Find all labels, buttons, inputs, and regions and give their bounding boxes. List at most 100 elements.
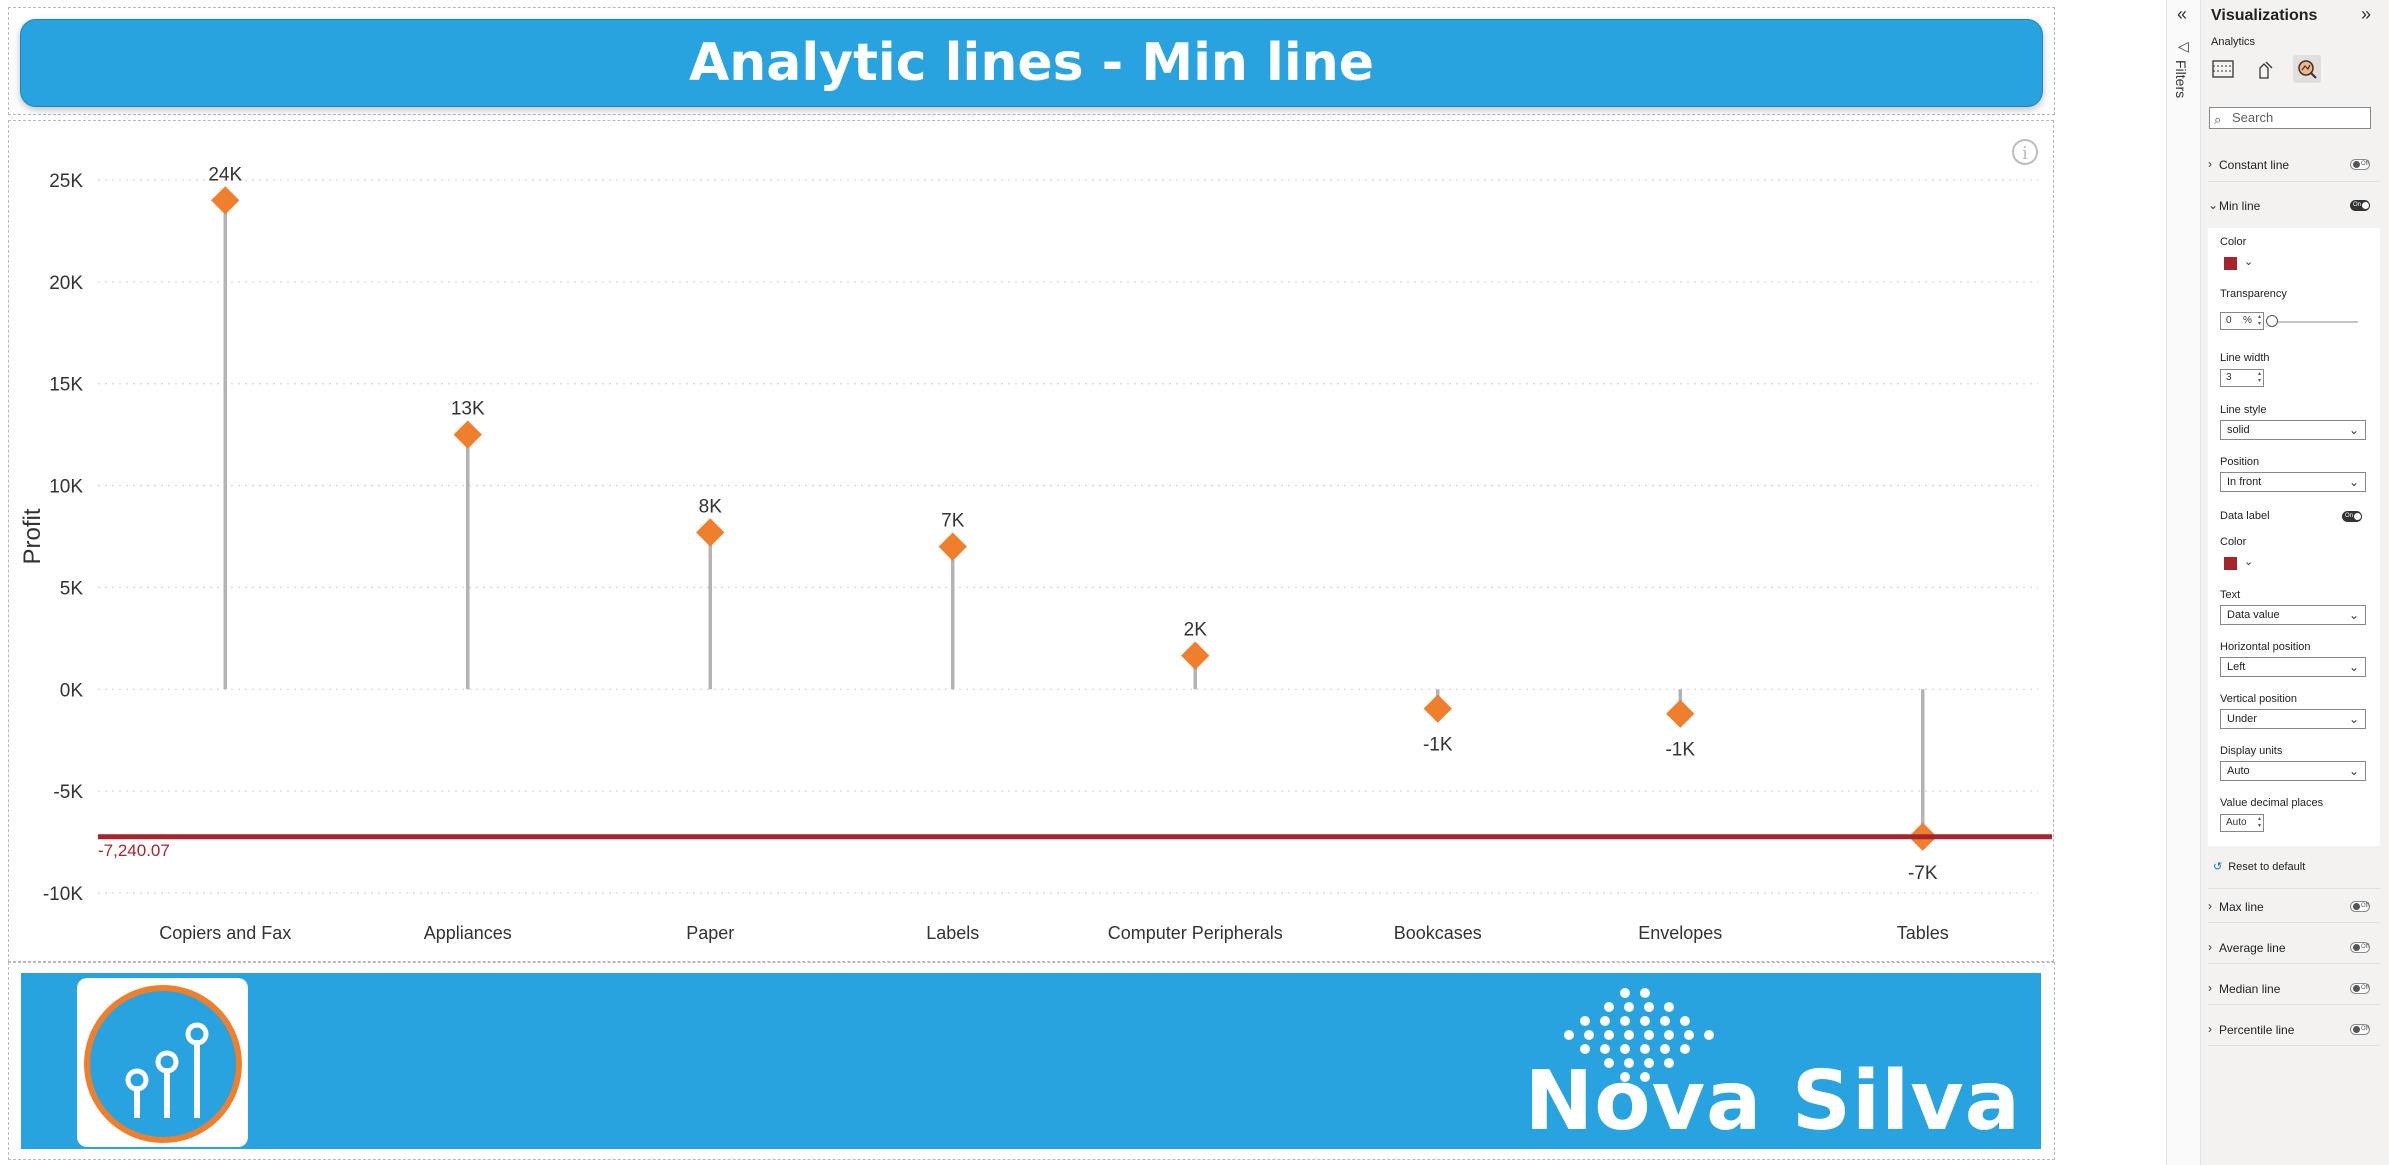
chart-visual-frame[interactable] bbox=[8, 120, 2054, 962]
spinner-icon[interactable]: ▴ ▾ bbox=[2257, 816, 2261, 829]
filters-pane-collapsed[interactable]: « ◁ Filters bbox=[2166, 0, 2201, 1165]
chevron-down-icon: ⌄ bbox=[2348, 764, 2359, 778]
brand-dot bbox=[1644, 1058, 1654, 1068]
data-label: 7K bbox=[941, 511, 965, 532]
average-line-toggle[interactable]: Off bbox=[2350, 942, 2370, 953]
x-tick-label: Labels bbox=[926, 923, 979, 943]
brand-dot bbox=[1684, 1030, 1694, 1040]
section-min-line[interactable]: ⌄ Min line On bbox=[2208, 197, 2378, 217]
y-tick-label: 15K bbox=[49, 375, 83, 396]
transparency-value: 0 bbox=[2226, 315, 2232, 326]
line-style-dropdown[interactable]: solid ⌄ bbox=[2220, 420, 2366, 440]
brand-dot bbox=[1620, 1016, 1630, 1026]
y-tick-label: 25K bbox=[49, 171, 83, 192]
max-line-toggle[interactable]: Off bbox=[2350, 901, 2370, 912]
slider-thumb[interactable] bbox=[2266, 315, 2278, 327]
label-color-picker[interactable]: ⌄ bbox=[2220, 552, 2260, 572]
decimal-places-value: Auto bbox=[2226, 817, 2247, 828]
section-label: Median line bbox=[2219, 982, 2281, 996]
reset-to-default-button[interactable]: ↺ Reset to default bbox=[2213, 860, 2305, 873]
divider bbox=[2208, 922, 2380, 923]
data-label: -1K bbox=[1665, 740, 1695, 761]
brand-dot bbox=[1600, 1044, 1610, 1054]
section-label: Percentile line bbox=[2219, 1023, 2295, 1037]
filters-label[interactable]: Filters bbox=[2173, 60, 2189, 99]
profit-chart[interactable]: 25K 20K 15K 10K 5K 0K -5K -10K Profit 24K Copiers … bbox=[8, 120, 2052, 960]
brand-dot bbox=[1640, 1044, 1650, 1054]
section-label: Constant line bbox=[2219, 158, 2290, 172]
line-color-picker[interactable]: ⌄ bbox=[2220, 252, 2260, 272]
brand-dot bbox=[1624, 1058, 1634, 1068]
brand-dot bbox=[1604, 1058, 1614, 1068]
vertical-position-dropdown[interactable]: Under ⌄ bbox=[2220, 709, 2366, 729]
text-dropdown[interactable]: Data value ⌄ bbox=[2220, 605, 2366, 625]
chevron-down-icon: ⌄ bbox=[2348, 608, 2359, 622]
chevron-down-icon: ⌄ bbox=[2348, 660, 2359, 674]
search-placeholder: Search bbox=[2232, 110, 2274, 125]
line-width-input[interactable]: 3 ▴ ▾ bbox=[2220, 369, 2264, 387]
brand-dot bbox=[1664, 1002, 1674, 1012]
reset-label: Reset to default bbox=[2228, 861, 2306, 873]
data-label: 13K bbox=[451, 399, 485, 420]
chart-svg: 25K 20K 15K 10K 5K 0K -5K -10K Profit 24K Copiers … bbox=[19, 164, 2052, 943]
toggle-text: Off bbox=[2361, 903, 2369, 909]
constant-line-toggle[interactable]: Off bbox=[2350, 159, 2370, 170]
transparency-slider[interactable] bbox=[2266, 315, 2358, 327]
brand-dot bbox=[1620, 1072, 1630, 1082]
data-label: 8K bbox=[699, 496, 723, 517]
x-tick-label: Paper bbox=[686, 923, 734, 943]
y-tick-label: 5K bbox=[60, 578, 84, 599]
chevron-down-icon: ⌄ bbox=[2348, 712, 2359, 726]
chevron-down-icon: ⌄ bbox=[2348, 423, 2359, 437]
expand-filters-icon[interactable]: « bbox=[2177, 4, 2188, 24]
data-label: 24K bbox=[208, 164, 242, 185]
section-average-line[interactable]: › Average line Off bbox=[2208, 939, 2378, 959]
brand-dot bbox=[1564, 1030, 1574, 1040]
data-label-toggle[interactable]: On bbox=[2342, 511, 2362, 522]
horizontal-position-dropdown[interactable]: Left ⌄ bbox=[2220, 657, 2366, 677]
min-line-label: -7,240.07 bbox=[98, 841, 170, 860]
percentile-line-toggle[interactable]: Off bbox=[2350, 1024, 2370, 1035]
chevron-right-icon: › bbox=[2208, 981, 2212, 995]
display-units-label: Display units bbox=[2220, 745, 2283, 757]
y-axis-title: Profit bbox=[19, 508, 46, 564]
toggle-text: Off bbox=[2361, 161, 2369, 167]
median-line-toggle[interactable]: Off bbox=[2350, 983, 2370, 994]
visualizations-title: Visualizations bbox=[2211, 7, 2318, 24]
divider bbox=[2208, 963, 2380, 964]
divider bbox=[2208, 181, 2380, 182]
vertical-position-label: Vertical position bbox=[2220, 693, 2298, 705]
section-label: Average line bbox=[2219, 941, 2286, 955]
section-constant-line[interactable]: › Constant line Off bbox=[2208, 156, 2378, 176]
format-visual-tab-icon[interactable] bbox=[2251, 55, 2279, 83]
display-units-value: Auto bbox=[2227, 765, 2250, 777]
section-max-line[interactable]: › Max line Off bbox=[2208, 898, 2378, 918]
analytics-tab-icon[interactable] bbox=[2293, 55, 2321, 83]
y-tick-label: -10K bbox=[43, 884, 83, 905]
brand-dot bbox=[1660, 1044, 1670, 1054]
toggle-text: Off bbox=[2361, 944, 2369, 950]
display-units-dropdown[interactable]: Auto ⌄ bbox=[2220, 761, 2366, 781]
min-line-toggle[interactable]: On bbox=[2350, 200, 2370, 211]
spinner-icon[interactable]: ▴ ▾ bbox=[2257, 371, 2261, 384]
section-percentile-line[interactable]: › Percentile line Off bbox=[2208, 1021, 2378, 1041]
transparency-input[interactable]: 0 % ▴ ▾ bbox=[2220, 312, 2264, 330]
reset-icon: ↺ bbox=[2213, 861, 2223, 873]
x-tick-label: Copiers and Fax bbox=[159, 923, 291, 943]
position-dropdown[interactable]: In front ⌄ bbox=[2220, 472, 2366, 492]
search-input[interactable]: ⌕ Search bbox=[2209, 107, 2371, 129]
x-tick-label: Bookcases bbox=[1394, 923, 1482, 943]
brand-dot bbox=[1624, 1002, 1634, 1012]
spinner-icon[interactable]: ▴ ▾ bbox=[2257, 314, 2261, 327]
info-icon[interactable]: i bbox=[2012, 139, 2038, 165]
brand-dot bbox=[1640, 1016, 1650, 1026]
data-label: -1K bbox=[1423, 735, 1453, 756]
build-visual-tab-icon[interactable] bbox=[2209, 55, 2237, 83]
collapse-pane-icon[interactable]: » bbox=[2361, 4, 2372, 24]
decimal-places-label: Value decimal places bbox=[2220, 797, 2324, 809]
report-title: Analytic lines - Min line bbox=[689, 33, 1374, 93]
brand-dot bbox=[1604, 1002, 1614, 1012]
section-median-line[interactable]: › Median line Off bbox=[2208, 980, 2378, 1000]
y-tick-label: 20K bbox=[49, 273, 83, 294]
decimal-places-input[interactable]: Auto ▴ ▾ bbox=[2220, 814, 2264, 832]
